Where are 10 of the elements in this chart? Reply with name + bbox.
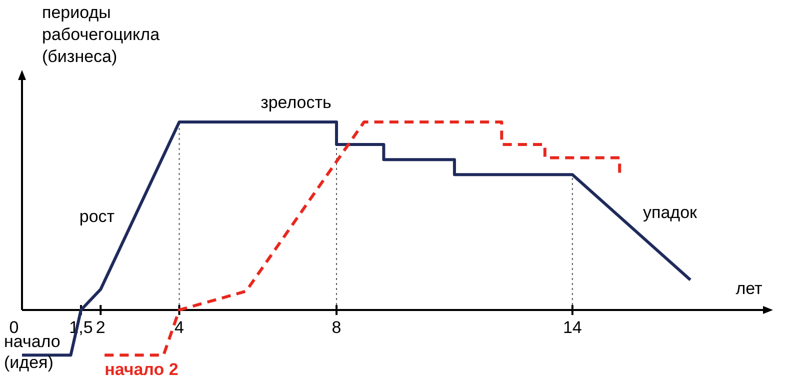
x-tick-label: 4	[174, 318, 184, 337]
x-axis-title: лет	[736, 279, 763, 298]
annotation: упадок	[643, 203, 698, 222]
x-tick-label: 2	[96, 318, 106, 337]
x-tick-label: 8	[332, 318, 342, 337]
text: зрелость	[260, 93, 332, 112]
series-label: начало 2	[104, 360, 178, 380]
annotation: рост	[79, 207, 115, 226]
x-tick-label: 14	[562, 318, 582, 337]
y-axis-title: периоды рабочегоцикла (бизнеса)	[42, 3, 160, 66]
